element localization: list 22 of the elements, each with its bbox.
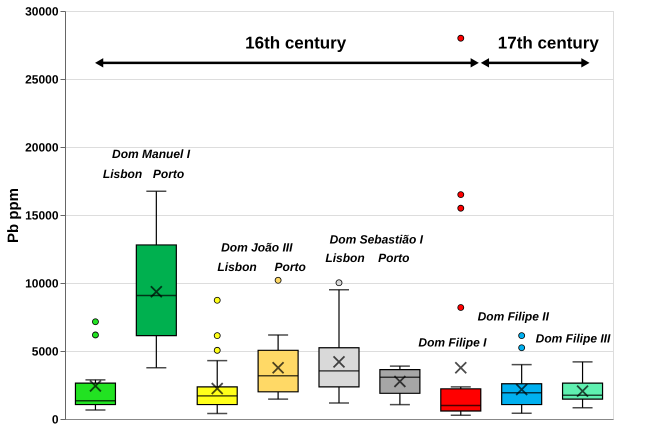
annotation: Dom Filipe II <box>478 310 550 324</box>
y-tick-label: 25000 <box>25 72 59 86</box>
annotation: 16th century <box>245 34 347 53</box>
y-tick-label: 15000 <box>25 208 59 222</box>
y-tick-label: 0 <box>52 412 59 426</box>
annotation: Dom João III <box>221 240 294 255</box>
annotation: Porto <box>152 167 184 182</box>
annotation: Dom Sebastião I <box>330 232 424 246</box>
y-tick-label: 20000 <box>25 140 59 154</box>
annotation: Lisbon <box>325 251 365 266</box>
annotation: Lisbon <box>217 260 257 274</box>
annotation: Porto <box>378 251 410 266</box>
y-tick-label: 5000 <box>32 344 59 358</box>
annotation: Lisbon <box>102 167 142 182</box>
annotation: Dom Manuel I <box>112 146 191 161</box>
annotation: Porto <box>274 260 306 274</box>
annotation: 17th century <box>498 34 600 53</box>
annotation: Dom Filipe I <box>418 335 488 350</box>
annotation: Dom Filipe III <box>536 332 611 346</box>
y-tick-label: 10000 <box>25 276 59 290</box>
y-axis-title: Pb ppm <box>5 188 22 243</box>
y-tick-label: 30000 <box>25 4 59 18</box>
